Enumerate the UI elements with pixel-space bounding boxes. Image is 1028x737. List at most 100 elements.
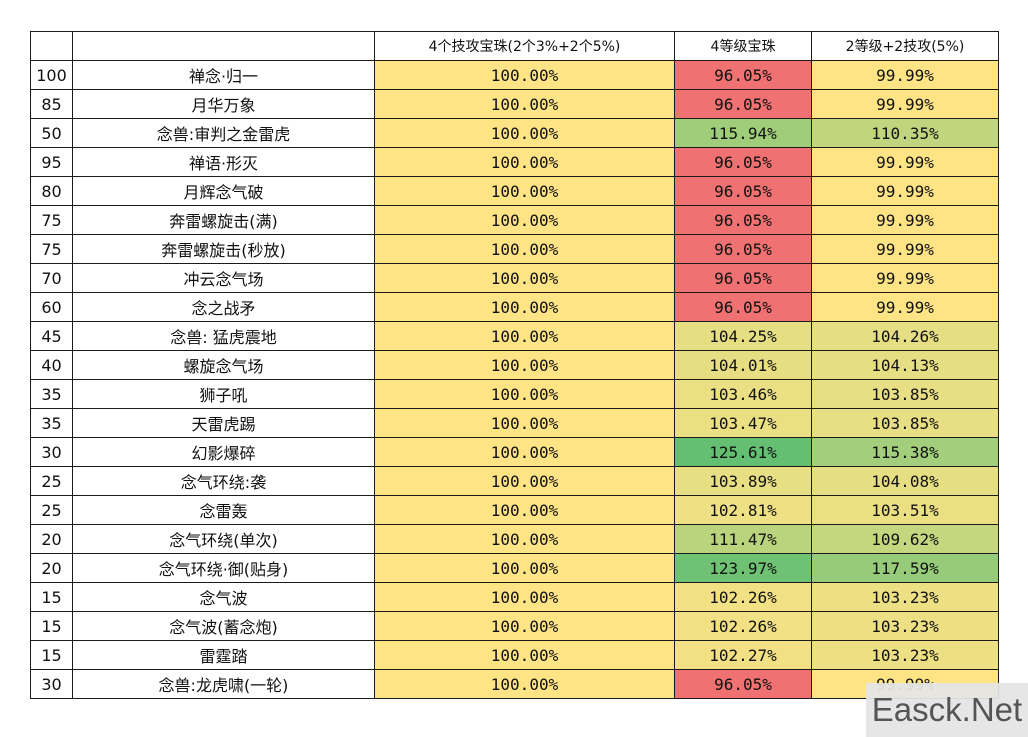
level-cell: 15 [30, 582, 73, 612]
table-row: 20 念气环绕·御(贴身) 100.00% 123.97% 117.59% [30, 553, 999, 583]
mixed-orb-value-cell: 99.99% [811, 263, 999, 293]
level-orb-value-cell: 96.05% [674, 176, 812, 206]
skill-name-cell: 念兽:龙虎啸(一轮) [72, 669, 375, 699]
level-orb-value-cell: 102.27% [674, 640, 812, 670]
tech-orb-value-cell: 100.00% [374, 176, 675, 206]
level-orb-value-cell: 96.05% [674, 263, 812, 293]
level-cell: 35 [30, 379, 73, 409]
mixed-orb-value-cell: 104.13% [811, 350, 999, 380]
mixed-orb-value-cell: 99.99% [811, 147, 999, 177]
level-orb-value-cell: 103.46% [674, 379, 812, 409]
table-row: 75 奔雷螺旋击(秒放) 100.00% 96.05% 99.99% [30, 234, 999, 264]
level-orb-value-cell: 102.26% [674, 611, 812, 641]
skill-name-cell: 狮子吼 [72, 379, 375, 409]
table-row: 35 天雷虎踢 100.00% 103.47% 103.85% [30, 408, 999, 438]
tech-orb-value-cell: 100.00% [374, 524, 675, 554]
level-cell: 40 [30, 350, 73, 380]
table-row: 35 狮子吼 100.00% 103.46% 103.85% [30, 379, 999, 409]
header-level [30, 31, 73, 61]
skill-name-cell: 冲云念气场 [72, 263, 375, 293]
header-level-orbs: 4等级宝珠 [674, 31, 812, 61]
mixed-orb-value-cell: 109.62% [811, 524, 999, 554]
tech-orb-value-cell: 100.00% [374, 408, 675, 438]
skill-name-cell: 雷霆踏 [72, 640, 375, 670]
tech-orb-value-cell: 100.00% [374, 466, 675, 496]
tech-orb-value-cell: 100.00% [374, 147, 675, 177]
skill-name-cell: 幻影爆碎 [72, 437, 375, 467]
mixed-orb-value-cell: 103.23% [811, 611, 999, 641]
mixed-orb-value-cell: 99.99% [811, 60, 999, 90]
level-cell: 15 [30, 640, 73, 670]
header-skill [72, 31, 375, 61]
level-orb-value-cell: 96.05% [674, 60, 812, 90]
mixed-orb-value-cell: 110.35% [811, 118, 999, 148]
tech-orb-value-cell: 100.00% [374, 640, 675, 670]
level-cell: 70 [30, 263, 73, 293]
level-orb-value-cell: 96.05% [674, 89, 812, 119]
skill-name-cell: 奔雷螺旋击(秒放) [72, 234, 375, 264]
level-orb-value-cell: 104.25% [674, 321, 812, 351]
mixed-orb-value-cell: 99.99% [811, 205, 999, 235]
tech-orb-value-cell: 100.00% [374, 379, 675, 409]
skill-name-cell: 念气环绕·御(贴身) [72, 553, 375, 583]
mixed-orb-value-cell: 103.23% [811, 582, 999, 612]
table-row: 60 念之战矛 100.00% 96.05% 99.99% [30, 292, 999, 322]
level-cell: 75 [30, 234, 73, 264]
tech-orb-value-cell: 100.00% [374, 263, 675, 293]
level-cell: 20 [30, 524, 73, 554]
header-row: 4个技攻宝珠(2个3%+2个5%) 4等级宝珠 2等级+2技攻(5%) [30, 31, 999, 61]
mixed-orb-value-cell: 103.51% [811, 495, 999, 525]
tech-orb-value-cell: 100.00% [374, 89, 675, 119]
level-orb-value-cell: 96.05% [674, 234, 812, 264]
table-row: 15 雷霆踏 100.00% 102.27% 103.23% [30, 640, 999, 670]
tech-orb-value-cell: 100.00% [374, 582, 675, 612]
level-orb-value-cell: 102.26% [674, 582, 812, 612]
mixed-orb-value-cell: 99.99% [811, 89, 999, 119]
level-cell: 35 [30, 408, 73, 438]
skill-name-cell: 螺旋念气场 [72, 350, 375, 380]
table-row: 75 奔雷螺旋击(满) 100.00% 96.05% 99.99% [30, 205, 999, 235]
tech-orb-value-cell: 100.00% [374, 495, 675, 525]
level-cell: 25 [30, 495, 73, 525]
tech-orb-value-cell: 100.00% [374, 292, 675, 322]
skill-name-cell: 念气波(蓄念炮) [72, 611, 375, 641]
mixed-orb-value-cell: 99.99% [811, 292, 999, 322]
level-cell: 25 [30, 466, 73, 496]
skill-name-cell: 禅念·归一 [72, 60, 375, 90]
tech-orb-value-cell: 100.00% [374, 118, 675, 148]
table-row: 45 念兽: 猛虎震地 100.00% 104.25% 104.26% [30, 321, 999, 351]
table-row: 95 禅语·形灭 100.00% 96.05% 99.99% [30, 147, 999, 177]
table-row: 85 月华万象 100.00% 96.05% 99.99% [30, 89, 999, 119]
tech-orb-value-cell: 100.00% [374, 611, 675, 641]
level-orb-value-cell: 103.47% [674, 408, 812, 438]
skill-name-cell: 月华万象 [72, 89, 375, 119]
level-orb-value-cell: 125.61% [674, 437, 812, 467]
level-cell: 60 [30, 292, 73, 322]
level-cell: 45 [30, 321, 73, 351]
tech-orb-value-cell: 100.00% [374, 234, 675, 264]
site-watermark: Easck.Net [866, 683, 1028, 737]
skill-name-cell: 念气环绕:袭 [72, 466, 375, 496]
level-orb-value-cell: 96.05% [674, 669, 812, 699]
mixed-orb-value-cell: 103.85% [811, 408, 999, 438]
skill-name-cell: 念气环绕(单次) [72, 524, 375, 554]
level-cell: 50 [30, 118, 73, 148]
skill-name-cell: 禅语·形灭 [72, 147, 375, 177]
level-cell: 75 [30, 205, 73, 235]
level-cell: 30 [30, 669, 73, 699]
level-orb-value-cell: 96.05% [674, 147, 812, 177]
skill-name-cell: 念之战矛 [72, 292, 375, 322]
skill-damage-table: 4个技攻宝珠(2个3%+2个5%) 4等级宝珠 2等级+2技攻(5%) 100 禅… [30, 31, 999, 699]
table-row: 100 禅念·归一 100.00% 96.05% 99.99% [30, 60, 999, 90]
skill-name-cell: 念雷轰 [72, 495, 375, 525]
level-orb-value-cell: 115.94% [674, 118, 812, 148]
mixed-orb-value-cell: 99.99% [811, 234, 999, 264]
table-row: 40 螺旋念气场 100.00% 104.01% 104.13% [30, 350, 999, 380]
header-tech-orbs: 4个技攻宝珠(2个3%+2个5%) [374, 31, 675, 61]
skill-name-cell: 念气波 [72, 582, 375, 612]
level-cell: 80 [30, 176, 73, 206]
mixed-orb-value-cell: 103.23% [811, 640, 999, 670]
table-row: 25 念气环绕:袭 100.00% 103.89% 104.08% [30, 466, 999, 496]
level-cell: 20 [30, 553, 73, 583]
